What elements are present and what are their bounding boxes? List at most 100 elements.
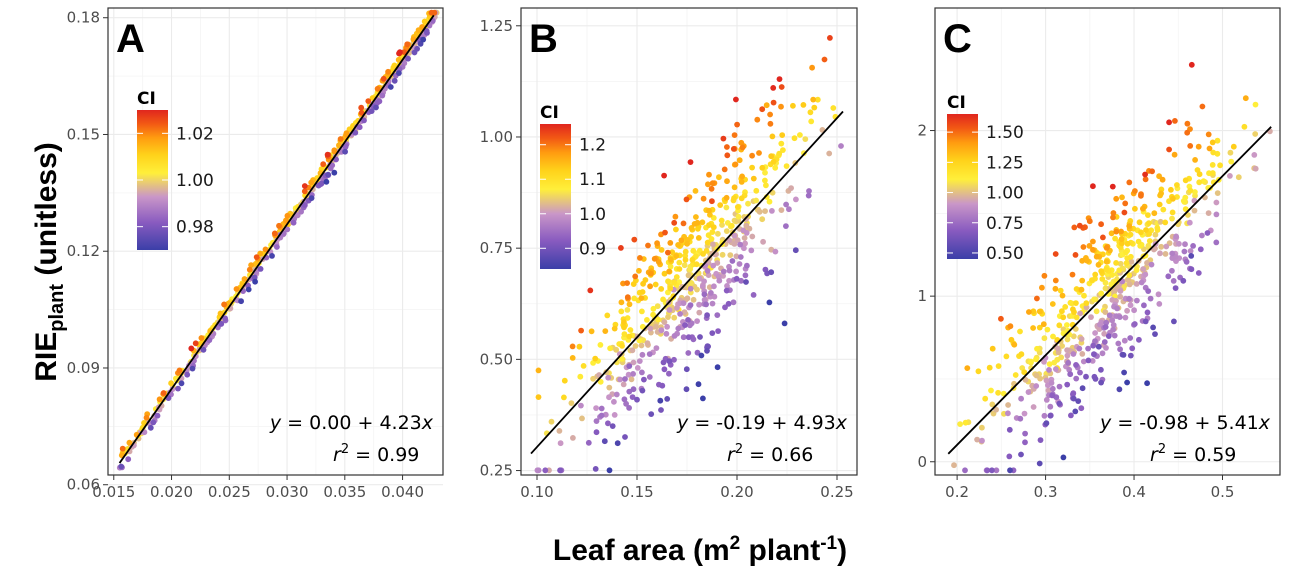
data-point	[650, 305, 657, 312]
data-point	[414, 45, 420, 52]
legend-title: CI	[947, 93, 966, 113]
data-point	[1076, 222, 1083, 229]
data-point	[663, 330, 670, 337]
x-tick-label: 0.020	[150, 483, 193, 501]
data-point	[648, 411, 655, 417]
data-point	[731, 132, 738, 139]
data-point	[716, 277, 723, 284]
x-tick-label: 0.4	[1122, 483, 1146, 501]
data-point	[1146, 231, 1152, 237]
data-point	[535, 367, 542, 374]
y-axis-title-subscript: plant	[46, 284, 68, 332]
y-axis-title: RIEplant (unitless)	[30, 142, 68, 381]
data-point	[1199, 232, 1205, 239]
data-point	[622, 434, 628, 440]
data-point	[979, 437, 985, 444]
x-axis-title: Leaf area (m2 plant-1)	[553, 533, 847, 567]
data-point	[1127, 352, 1134, 359]
data-point	[738, 195, 745, 202]
data-point	[1188, 253, 1195, 259]
data-point	[709, 198, 715, 205]
data-point	[1162, 251, 1169, 257]
data-point	[769, 133, 776, 140]
data-point	[741, 245, 747, 252]
data-point	[639, 289, 646, 295]
data-point	[648, 270, 654, 277]
data-point	[647, 325, 654, 332]
data-point	[623, 400, 629, 407]
data-point	[749, 152, 755, 159]
data-point	[361, 117, 367, 124]
data-point	[685, 350, 692, 356]
data-point	[1056, 400, 1063, 407]
data-point	[342, 148, 348, 155]
data-point	[1133, 267, 1140, 273]
data-point	[1122, 314, 1129, 321]
data-point	[1182, 241, 1188, 248]
r-squared-value: = 0.59	[1166, 444, 1236, 466]
data-point	[716, 174, 722, 181]
data-point	[1072, 252, 1079, 258]
data-point	[1150, 324, 1156, 331]
data-point	[767, 120, 774, 127]
data-point	[762, 177, 768, 184]
data-point	[622, 376, 628, 382]
data-point	[658, 327, 665, 334]
data-point	[687, 285, 694, 292]
data-point	[597, 342, 604, 348]
data-point	[1018, 395, 1024, 402]
data-point	[719, 251, 726, 258]
data-point	[634, 365, 641, 371]
data-point	[569, 343, 576, 350]
data-point	[701, 296, 708, 303]
legend-label: 1.0	[579, 205, 606, 225]
legend-title: CI	[540, 103, 559, 123]
x-tick-label: 0.15	[620, 483, 653, 501]
data-point	[664, 396, 671, 402]
data-point	[742, 240, 748, 247]
data-point	[1073, 362, 1079, 368]
data-point	[1136, 219, 1143, 226]
data-point	[806, 188, 812, 194]
data-point	[192, 340, 199, 347]
data-point	[1122, 200, 1129, 207]
panel-b: 0.10 0.15 0.20 0.25 0.25 0.50 0.75 1.00 1.25 B CI 1…	[480, 7, 858, 501]
data-point	[578, 402, 584, 409]
data-point	[734, 204, 741, 210]
data-point	[556, 428, 563, 434]
data-point	[284, 226, 291, 233]
data-point	[739, 144, 746, 151]
data-point	[1190, 243, 1196, 249]
data-point	[1196, 171, 1203, 178]
data-point	[420, 36, 427, 43]
legend-label: 0.75	[986, 214, 1024, 234]
data-point	[1126, 272, 1133, 278]
data-point	[708, 185, 715, 192]
y-tick-label: 0.18	[67, 9, 100, 27]
data-point	[1109, 297, 1116, 303]
data-point	[1076, 345, 1083, 352]
data-point	[561, 377, 568, 384]
data-point	[1140, 266, 1147, 272]
panel-border	[934, 7, 1281, 476]
data-point	[1095, 343, 1102, 350]
data-point	[1157, 250, 1163, 257]
plot-background	[935, 8, 1280, 475]
equation-x-var: x	[1258, 412, 1271, 434]
data-point	[1086, 218, 1093, 225]
data-point	[1171, 318, 1177, 325]
data-point	[1089, 358, 1096, 364]
r-squared-line: r2 = 0.59	[1150, 442, 1236, 466]
data-point	[690, 247, 697, 254]
data-point	[706, 222, 712, 229]
data-point	[1210, 149, 1217, 156]
data-point	[1034, 345, 1040, 352]
data-point	[606, 384, 613, 391]
r-squared-value: = 0.66	[743, 444, 813, 466]
data-point	[1043, 377, 1050, 384]
x-tick-label: 0.040	[381, 483, 424, 501]
data-point	[1025, 389, 1032, 395]
data-point	[143, 414, 150, 421]
data-point	[797, 132, 803, 138]
data-point	[1079, 385, 1086, 392]
